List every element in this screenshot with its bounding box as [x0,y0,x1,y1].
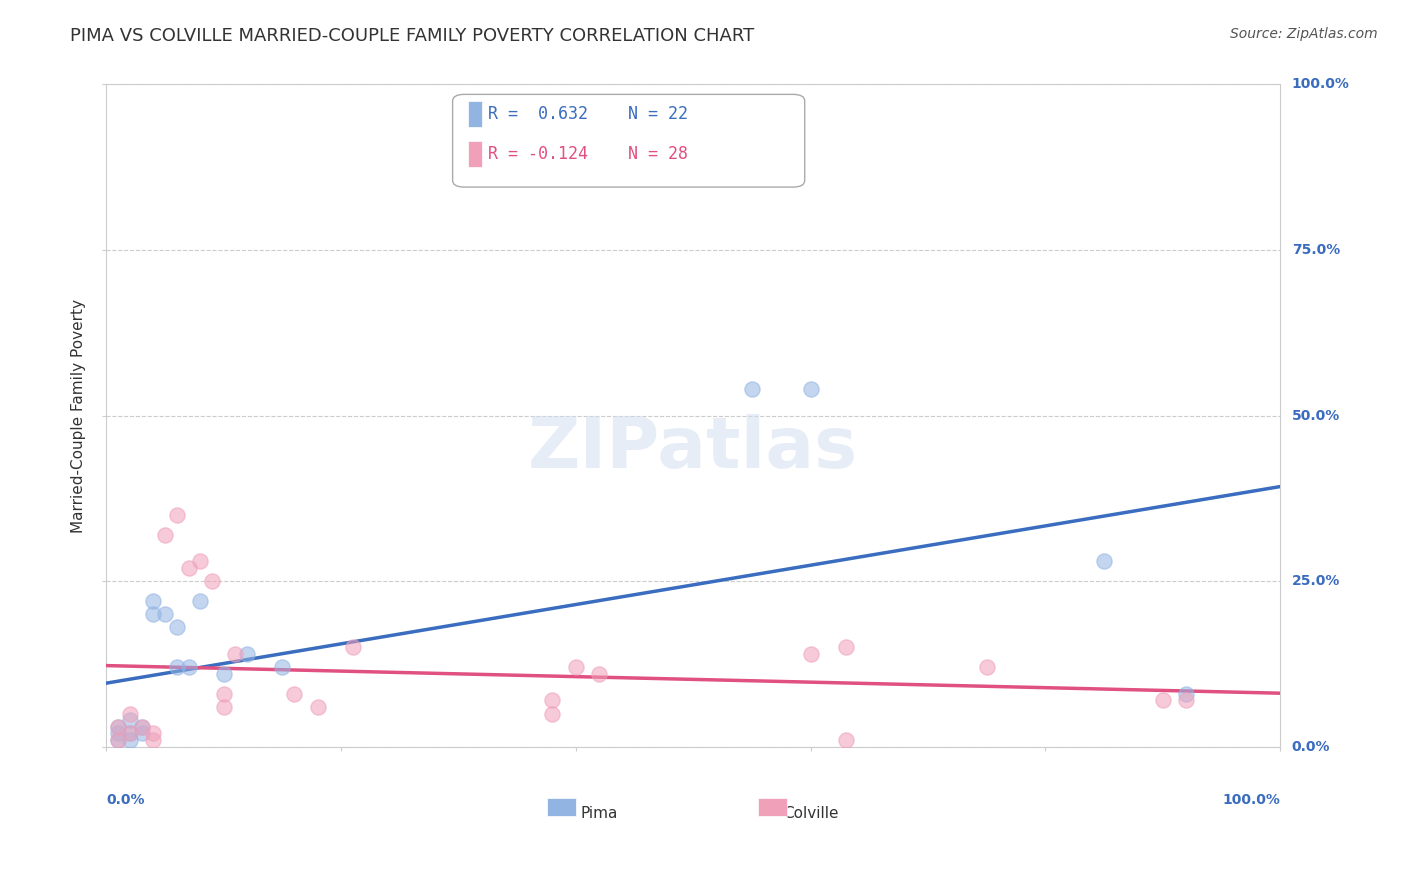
FancyBboxPatch shape [758,797,787,816]
Point [800,382,823,396]
Text: 75.0%: 75.0% [1292,243,1340,257]
Text: 25.0%: 25.0% [1292,574,1340,588]
Point [236,647,259,661]
Point [142,594,165,608]
Text: ZIPatlas: ZIPatlas [529,414,858,483]
Point [1092,554,1115,568]
Point [541,706,564,721]
Point [107,720,129,734]
Point [541,693,564,707]
Point [212,700,235,714]
FancyBboxPatch shape [468,141,482,167]
Text: Source: ZipAtlas.com: Source: ZipAtlas.com [1230,27,1378,41]
Y-axis label: Married-Couple Family Poverty: Married-Couple Family Poverty [72,299,86,533]
FancyBboxPatch shape [453,95,804,187]
Point [188,554,211,568]
Text: 0.0%: 0.0% [107,793,145,807]
Point [118,706,141,721]
Text: 100.0%: 100.0% [1222,793,1279,807]
Point [835,733,858,747]
Point [131,720,153,734]
Point [976,660,998,674]
Point [283,687,305,701]
Point [153,527,176,541]
Point [107,726,129,740]
Point [118,733,141,747]
Point [142,607,165,622]
Point [588,666,610,681]
Text: PIMA VS COLVILLE MARRIED-COUPLE FAMILY POVERTY CORRELATION CHART: PIMA VS COLVILLE MARRIED-COUPLE FAMILY P… [70,27,755,45]
Point [224,647,246,661]
Point [107,720,129,734]
Point [118,726,141,740]
Text: 100.0%: 100.0% [1292,78,1350,92]
Point [188,594,211,608]
Point [212,666,235,681]
Text: Pima: Pima [581,806,619,822]
Point [307,700,329,714]
Point [342,640,364,655]
Point [177,561,200,575]
Point [118,726,141,740]
Text: Colville: Colville [783,806,838,822]
Point [201,574,224,588]
Point [1152,693,1174,707]
FancyBboxPatch shape [468,101,482,128]
Point [800,647,823,661]
Text: R =  0.632    N = 22: R = 0.632 N = 22 [488,105,688,123]
Point [835,640,858,655]
Point [142,733,165,747]
Point [166,508,188,522]
Point [166,660,188,674]
Point [212,687,235,701]
Point [177,660,200,674]
Point [271,660,294,674]
Point [1175,693,1198,707]
Point [107,733,129,747]
Point [107,733,129,747]
FancyBboxPatch shape [547,797,576,816]
Text: 50.0%: 50.0% [1292,409,1340,423]
Point [142,726,165,740]
Point [741,382,763,396]
Point [1175,687,1198,701]
Text: R = -0.124    N = 28: R = -0.124 N = 28 [488,145,688,163]
Point [153,607,176,622]
Point [166,620,188,634]
Point [131,720,153,734]
Point [118,713,141,727]
Text: 0.0%: 0.0% [1292,739,1330,754]
Point [565,660,588,674]
Point [131,726,153,740]
